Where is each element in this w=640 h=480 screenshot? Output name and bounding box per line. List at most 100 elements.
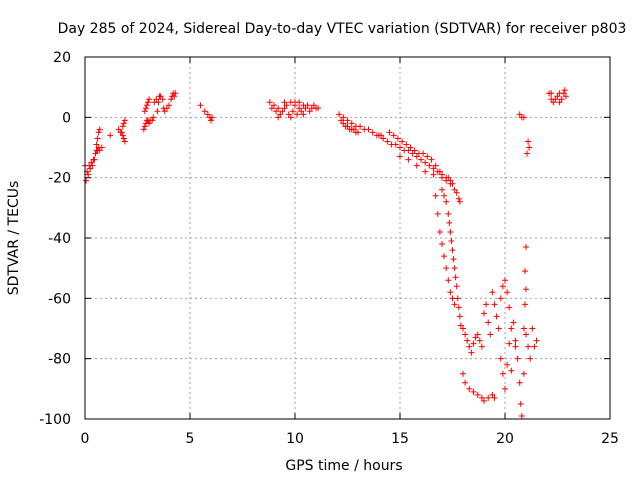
x-axis-label: GPS time / hours	[285, 458, 402, 474]
data-point	[197, 102, 204, 109]
data-point	[142, 105, 149, 112]
data-point	[518, 412, 525, 419]
data-point	[439, 241, 445, 248]
y-tick-label: -100	[39, 412, 71, 428]
data-point	[548, 90, 555, 97]
data-point	[478, 343, 485, 350]
data-point	[485, 394, 492, 401]
data-point	[445, 277, 452, 284]
data-point	[306, 108, 313, 115]
data-point	[378, 132, 385, 139]
data-point	[405, 156, 412, 163]
data-point	[447, 228, 454, 235]
data-point	[460, 325, 466, 332]
data-point	[411, 147, 418, 154]
data-point	[119, 123, 126, 130]
data-point	[208, 117, 214, 124]
y-axis-label: SDTVAR / TECUs	[6, 181, 22, 296]
data-point	[149, 117, 156, 124]
data-point	[470, 388, 477, 395]
data-point	[115, 126, 122, 133]
data-point	[119, 132, 126, 139]
data-point	[449, 295, 456, 302]
data-point	[154, 108, 161, 115]
data-point	[386, 129, 393, 136]
data-point	[512, 337, 519, 344]
data-point	[93, 141, 100, 148]
data-point	[495, 325, 502, 332]
data-point	[478, 394, 485, 401]
y-tick-label: -20	[48, 171, 71, 187]
data-point	[150, 114, 157, 121]
data-point	[171, 93, 178, 100]
data-point	[340, 114, 347, 121]
data-point	[409, 150, 416, 157]
data-point	[504, 289, 511, 296]
data-point	[466, 343, 473, 350]
data-point	[447, 289, 454, 296]
data-point	[275, 105, 282, 112]
data-point	[424, 153, 431, 160]
data-point	[340, 120, 347, 127]
data-point	[209, 114, 216, 121]
y-tick-label: 0	[62, 110, 71, 126]
data-point	[457, 322, 464, 329]
data-point	[506, 304, 513, 311]
data-point	[525, 138, 532, 145]
data-point	[87, 165, 94, 172]
data-point	[449, 180, 456, 187]
data-point	[533, 337, 540, 344]
data-point	[365, 126, 372, 133]
data-point	[525, 343, 532, 350]
data-point	[481, 397, 487, 404]
data-point	[296, 99, 303, 106]
data-point	[96, 147, 103, 154]
data-point	[397, 144, 403, 151]
data-point	[556, 90, 563, 97]
data-point	[497, 355, 504, 362]
data-point	[121, 117, 128, 124]
data-point	[474, 331, 481, 338]
data-point	[466, 385, 473, 392]
data-point	[453, 283, 460, 290]
data-point	[556, 99, 563, 106]
data-point	[510, 319, 517, 326]
data-point	[407, 144, 414, 151]
data-point	[166, 102, 172, 109]
data-point	[120, 120, 127, 127]
data-point	[428, 156, 435, 163]
data-point	[281, 105, 288, 112]
data-point	[441, 192, 448, 199]
data-point	[94, 135, 101, 142]
data-point	[489, 391, 496, 398]
data-point	[521, 301, 528, 308]
data-point	[432, 162, 439, 169]
data-point	[489, 289, 496, 296]
data-point	[380, 135, 387, 142]
data-point	[355, 129, 361, 136]
plot-frame	[84, 56, 611, 420]
x-tick-label: 5	[186, 431, 195, 447]
data-point	[275, 114, 282, 121]
data-point	[443, 265, 450, 272]
data-point	[201, 108, 208, 115]
data-point	[562, 93, 569, 100]
data-point	[470, 340, 477, 347]
data-point	[481, 310, 487, 317]
data-point	[450, 256, 457, 263]
data-point	[456, 313, 463, 320]
data-point	[523, 286, 529, 293]
data-point	[460, 370, 466, 377]
data-point	[472, 334, 479, 341]
data-point	[157, 93, 164, 100]
data-point	[143, 102, 150, 109]
data-point	[451, 265, 458, 272]
data-point	[497, 295, 504, 302]
data-point	[271, 102, 277, 109]
data-point	[273, 108, 280, 115]
data-point	[491, 301, 498, 308]
data-point	[403, 141, 410, 148]
data-point	[445, 174, 452, 181]
data-point	[521, 268, 528, 275]
data-point	[277, 111, 284, 118]
